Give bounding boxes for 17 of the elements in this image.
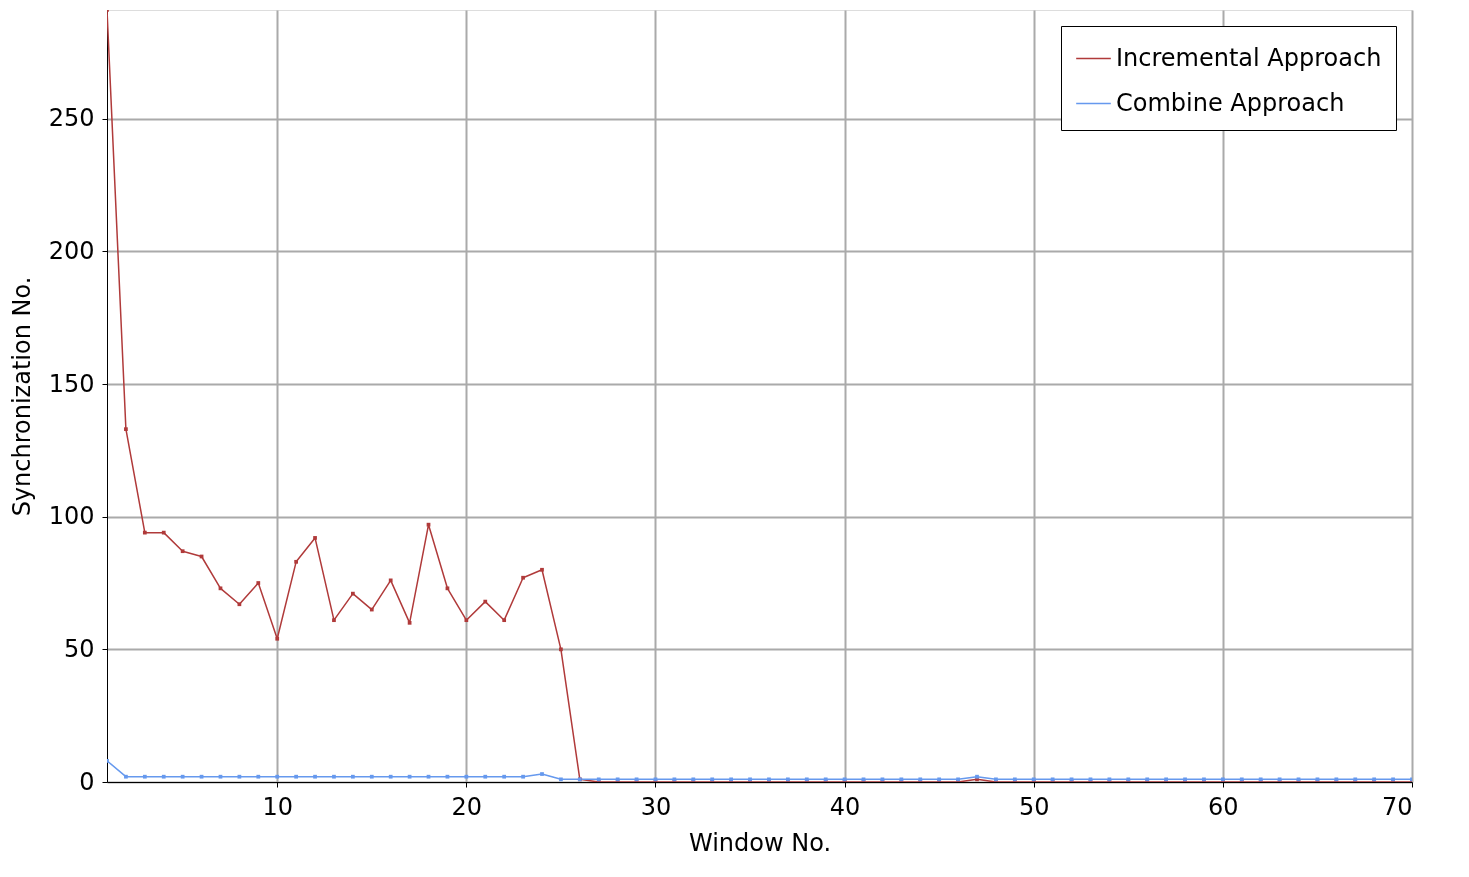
x-tick-label: 70	[1381, 792, 1413, 821]
x-axis-title: Window No.	[688, 828, 832, 857]
y-tick-label: 50	[63, 634, 95, 663]
legend-label: Incremental Approach	[1116, 43, 1382, 72]
y-tick-label: 200	[48, 236, 95, 265]
x-tick-label: 40	[829, 792, 861, 821]
x-tick-label: 10	[262, 792, 293, 821]
x-tick-label: 50	[1018, 792, 1050, 821]
legend-label: Combine Approach	[1116, 88, 1345, 117]
x-tick-label: 20	[451, 792, 483, 821]
y-axis-title: Synchronization No.	[7, 276, 36, 517]
y-tick-label: 250	[48, 104, 95, 133]
y-tick-label: 0	[79, 767, 95, 796]
y-tick-label: 100	[48, 502, 95, 531]
x-tick-label: 60	[1208, 792, 1239, 821]
x-tick-label: 30	[640, 792, 672, 821]
y-tick-label: 150	[48, 369, 95, 398]
